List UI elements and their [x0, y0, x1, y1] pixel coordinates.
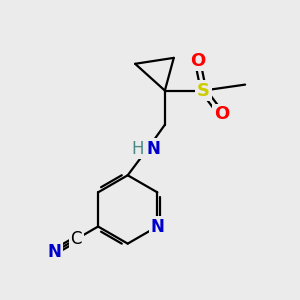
Text: H: H: [132, 140, 144, 158]
Text: N: N: [150, 218, 164, 236]
Text: C: C: [70, 230, 82, 248]
Text: O: O: [214, 105, 229, 123]
Text: N: N: [47, 243, 61, 261]
Text: S: S: [197, 82, 210, 100]
Text: N: N: [146, 140, 160, 158]
Text: O: O: [190, 52, 205, 70]
